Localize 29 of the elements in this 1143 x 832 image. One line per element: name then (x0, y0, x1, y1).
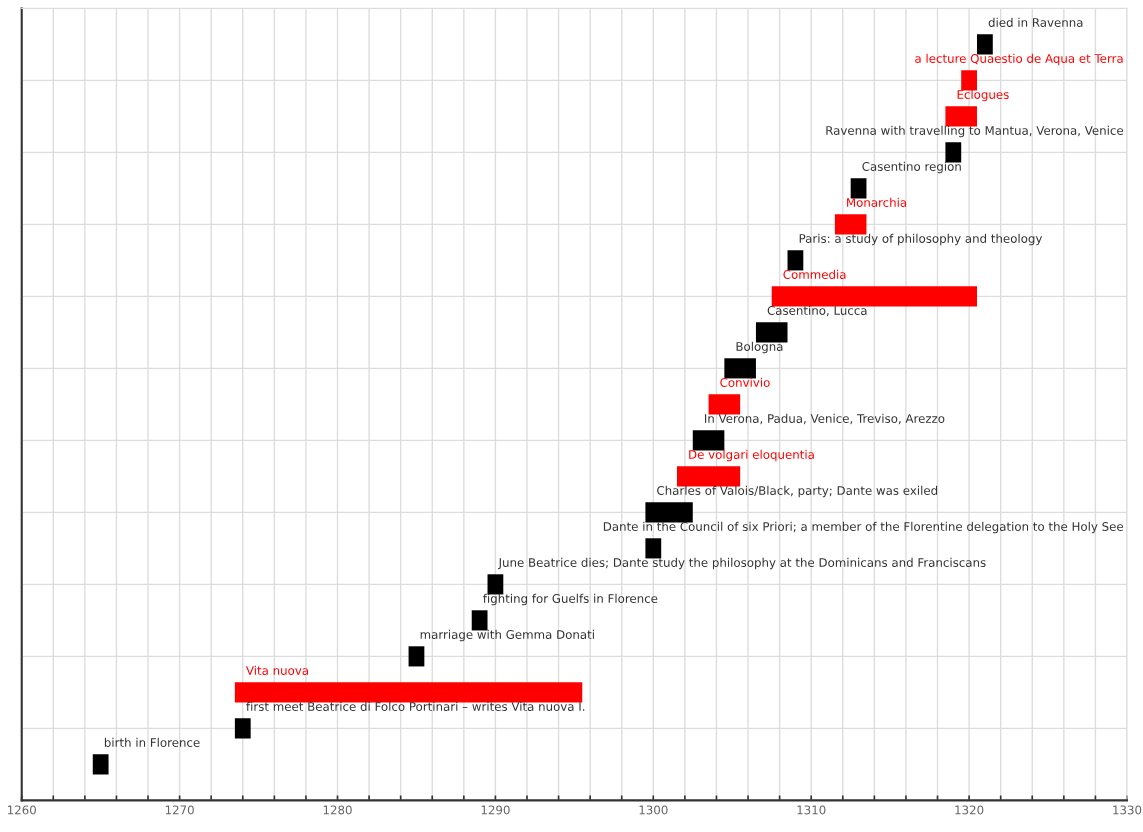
x-tick-label: 1280 (323, 805, 352, 815)
x-tick-label: 1270 (165, 805, 194, 815)
y-tick-label: Vita nuova (246, 665, 308, 675)
y-tick-label: Charles of Valois/Black, party; Dante was exiled (657, 485, 938, 498)
y-tick-label: Monarchia (847, 197, 907, 207)
y-tick-label: first meet Beatrice di Folco Portinari – writes Vita nuova I. (246, 701, 585, 711)
x-tick-label: 1310 (797, 805, 826, 815)
y-tick-label: Eclogues (957, 89, 1009, 102)
y-tick-label: fighting for Guelfs in Florence (483, 593, 658, 606)
y-tick-label: Dante in the Council of six Priori; a member of the Florentine delegation to the Holy See (603, 521, 1124, 534)
x-tick-label: 1300 (639, 805, 668, 815)
x-tick-label: 1320 (955, 805, 984, 815)
y-tick-label: birth in Florence (104, 737, 200, 747)
y-tick-label: a lecture Quaestio de Aqua et Terra (915, 53, 1123, 66)
y-tick-label: Casentino region (862, 161, 961, 174)
y-tick-label: Convivio (720, 377, 770, 387)
x-tick-label: 1260 (7, 805, 36, 815)
y-tick-label: Commedia (783, 269, 846, 279)
x-tick-label: 1290 (481, 805, 510, 815)
y-tick-label: marriage with Gemma Donati (420, 629, 594, 642)
y-tick-label: Casentino, Lucca (767, 305, 867, 317)
y-tick-label: In Verona, Padua, Venice, Treviso, Arezzo (704, 413, 945, 425)
y-tick-label: Paris: a study of philosophy and theology (799, 233, 1043, 246)
y-tick-label: De volgari eloquentia (689, 449, 814, 462)
y-tick-label: Bologna (736, 341, 783, 354)
y-tick-label: Ravenna with travelling to Mantua, Verona, Venice (826, 125, 1124, 138)
y-tick-label: died in Ravenna (988, 17, 1083, 27)
y-tick-label: June Beatrice dies; Dante study the philosophy at the Dominicans and Franciscans (497, 557, 986, 570)
x-tick-label: 1330 (1113, 805, 1142, 815)
